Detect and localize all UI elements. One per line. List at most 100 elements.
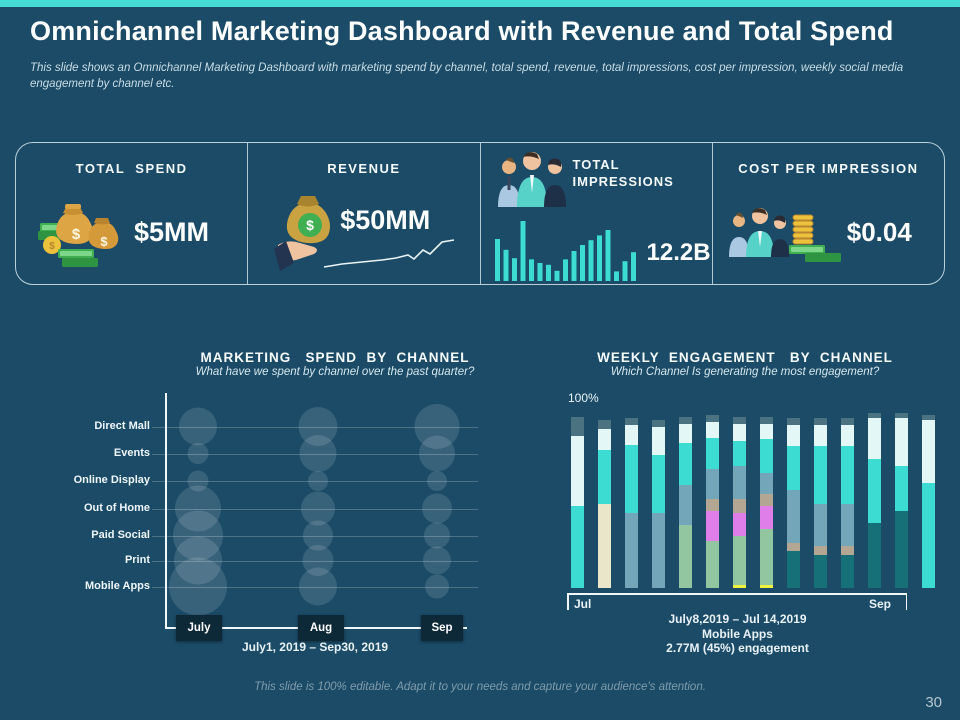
bar-segment-ice [814, 425, 827, 447]
bar-segment-turquoise [598, 449, 611, 504]
bar-segment-turquoise [895, 465, 908, 511]
bubble [173, 510, 223, 561]
stacked-chart-title: WEEKLY ENGAGEMENT BY CHANNEL [597, 350, 893, 365]
bubble-plot [165, 393, 480, 627]
category-label: Paid Social [91, 528, 150, 541]
bubble [424, 522, 450, 549]
bar-segment-cap [571, 416, 584, 436]
bar-segment-ice [841, 425, 854, 447]
kpi-value: $5MM [134, 217, 210, 247]
category-label: Events [113, 446, 150, 459]
stacked-bar [706, 414, 719, 588]
bar-segment-ice [598, 428, 611, 450]
bar-segment-cap [706, 414, 719, 422]
bar-segment-cap [922, 414, 935, 420]
bar-segment-cap [841, 418, 854, 426]
bubble [423, 546, 451, 575]
footer-note: This slide is 100% editable. Adapt it to… [254, 681, 706, 693]
kpi-label: TOTAL IMPRESSIONS [572, 157, 674, 189]
page-title: Omnichannel Marketing Dashboard with Rev… [30, 16, 894, 46]
bubble [427, 471, 447, 491]
bar-segment-tan [841, 546, 854, 555]
bar-segment-yellow [733, 584, 746, 588]
bar-segment-ice [679, 423, 692, 443]
bar-segment-ice [571, 435, 584, 506]
category-label: Mobile Apps [85, 579, 150, 592]
bar-segment-ice [787, 425, 800, 447]
revenue-sparkline [316, 231, 466, 273]
bar-segment-cap [625, 418, 638, 426]
bar-segment-darkteal [868, 523, 881, 588]
bubble [302, 545, 334, 576]
bar-segment-cap [733, 416, 746, 424]
gridline [152, 535, 478, 537]
stacked-chart-subtitle: Which Channel Is generating the most eng… [610, 366, 880, 378]
kpi-card-total-impressions: TOTAL IMPRESSIONS 12.2B [481, 143, 713, 284]
bar-segment-turquoise [868, 458, 881, 524]
bar-segment-sage [733, 535, 746, 585]
bar-segment-magenta [760, 505, 773, 529]
bar-segment-cap [760, 416, 773, 424]
stacked-chart-x-start-label: Jul [574, 597, 592, 611]
stacked-bar [598, 420, 611, 588]
bubble [419, 435, 455, 472]
stacked-bar-plot [566, 410, 946, 588]
bar-segment-cap [598, 420, 611, 429]
bar-segment-tan [733, 498, 746, 513]
bar-segment-beige [598, 504, 611, 588]
bar-segment-cap [814, 418, 827, 426]
bubble [299, 567, 337, 606]
stacked-chart-ymax-label: 100% [568, 391, 599, 405]
bar-segment-turquoise [922, 483, 935, 588]
stacked-chart-annotation: July8,2019 – Jul 14,2019 Mobile Apps 2.7… [666, 612, 809, 656]
bubble-chart-y-axis [165, 393, 167, 628]
bar-segment-darkteal [841, 554, 854, 588]
bar-segment-turquoise [760, 439, 773, 473]
page-number: 30 [925, 694, 942, 711]
bar-segment-darkteal [787, 551, 800, 588]
bar-segment-turquoise [625, 444, 638, 513]
stacked-chart-axis-tick-left [567, 593, 569, 610]
bar-segment-sage [706, 540, 719, 588]
top-accent-strip [0, 0, 960, 7]
bar-segment-ice [922, 420, 935, 483]
kpi-card-cost-per-impression: COST PER IMPRESSION [713, 143, 944, 284]
bar-segment-grayblue [652, 512, 665, 588]
stacked-chart-axis-line [567, 593, 907, 595]
bar-segment-turquoise [814, 446, 827, 504]
hand-money-bag-icon: $ [274, 193, 336, 271]
bar-segment-cap [895, 413, 908, 419]
stacked-bar [733, 416, 746, 588]
gridline [152, 560, 478, 562]
bar-segment-yellow [760, 584, 773, 588]
bar-segment-turquoise [841, 446, 854, 504]
stacked-bar [652, 420, 665, 588]
gridline [152, 481, 478, 482]
bar-segment-magenta [733, 512, 746, 536]
bar-segment-tan [706, 498, 719, 511]
bar-segment-ice [760, 423, 773, 440]
stacked-chart-axis-tick-right [905, 593, 907, 610]
kpi-band: TOTAL SPEND $ $ $ [15, 142, 945, 285]
bar-segment-grayblue [760, 472, 773, 494]
kpi-card-total-spend: TOTAL SPEND $ $ $ [16, 143, 249, 284]
bubble [414, 404, 460, 449]
bar-segment-turquoise [652, 455, 665, 513]
bubble [301, 491, 335, 526]
month-label-box: July [176, 615, 222, 641]
svg-text:$: $ [100, 234, 108, 249]
bar-segment-turquoise [733, 441, 746, 466]
gridline [152, 508, 478, 510]
stacked-chart-x-end-label: Sep [869, 597, 892, 611]
stacked-bar [787, 418, 800, 588]
people-coins-icon [727, 205, 843, 267]
impressions-mini-bars [494, 219, 641, 281]
bubble [303, 520, 333, 551]
svg-text:$: $ [306, 217, 314, 233]
stacked-bar [571, 416, 584, 588]
svg-text:$: $ [72, 226, 81, 243]
bar-segment-turquoise [787, 446, 800, 490]
stacked-bar [814, 418, 827, 588]
bar-segment-magenta [706, 511, 719, 541]
kpi-label: COST PER IMPRESSION [738, 161, 919, 176]
